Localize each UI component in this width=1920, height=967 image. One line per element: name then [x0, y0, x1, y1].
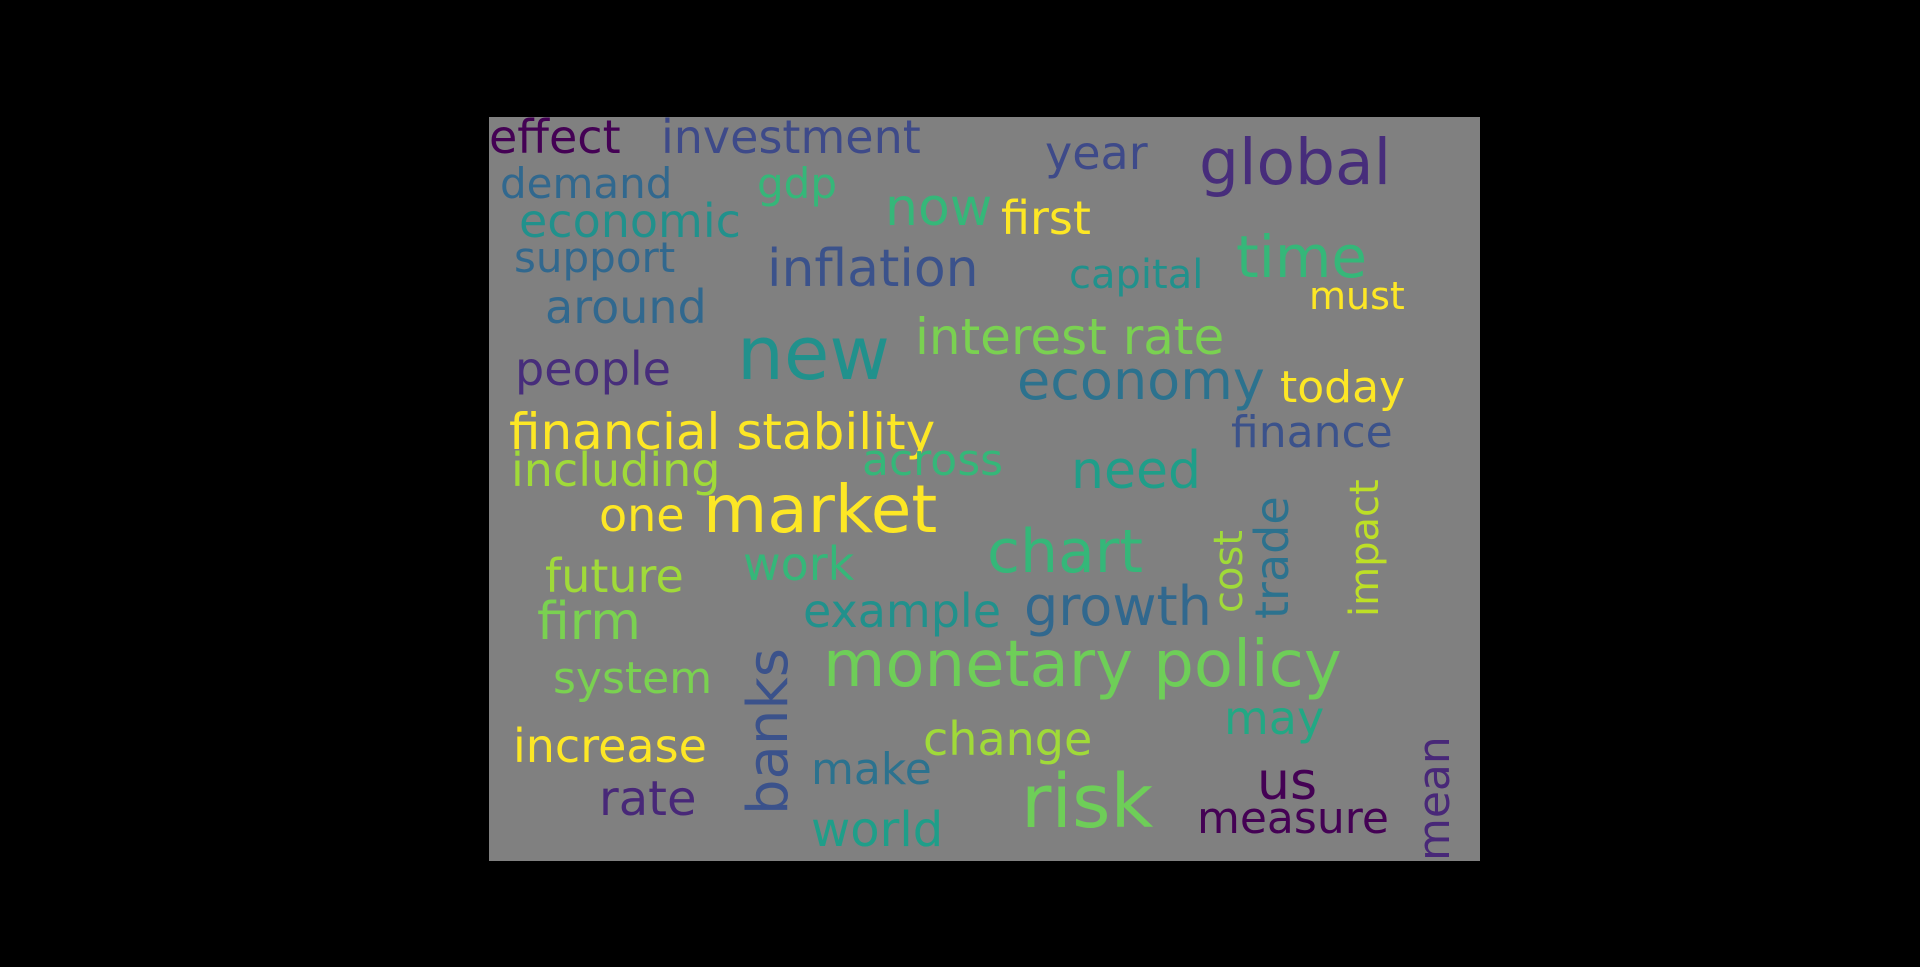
word-now: now — [885, 178, 993, 238]
word-chart: chart — [987, 517, 1143, 587]
word-year: year — [1045, 126, 1148, 180]
word-system: system — [553, 653, 713, 704]
word-growth: growth — [1024, 575, 1212, 638]
word-capital: capital — [1069, 252, 1204, 298]
word-may: may — [1224, 691, 1325, 745]
word-banks-vertical: banks — [736, 648, 801, 815]
word-need: need — [1071, 441, 1201, 501]
word-cloud: effect investment year global system dem… — [489, 117, 1480, 861]
word-effect: effect — [489, 117, 621, 164]
word-future: future — [545, 549, 684, 603]
word-us: us — [1257, 752, 1318, 812]
word-one: one — [599, 488, 685, 542]
word-firm: firm — [537, 592, 641, 652]
word-gdp: gdp — [757, 159, 837, 208]
word-measure: measure — [1197, 793, 1389, 844]
word-global: global — [1199, 126, 1392, 199]
word-risk: risk — [1021, 759, 1154, 845]
word-work: work — [743, 537, 855, 591]
word-demand: demand — [500, 159, 673, 208]
word-inflation: inflation — [767, 239, 979, 299]
word-impact-vertical: impact — [1342, 479, 1388, 617]
word-including: including — [511, 443, 721, 497]
word-trade-vertical: trade — [1245, 496, 1299, 619]
word-economic: economic — [519, 194, 741, 248]
word-must: must — [1309, 274, 1405, 318]
word-mean-vertical: mean — [1409, 736, 1460, 861]
word-make: make — [811, 744, 932, 795]
word-finance: finance — [1231, 407, 1393, 458]
word-across: across — [862, 435, 1004, 486]
word-example: example — [803, 584, 1001, 638]
word-support: support — [514, 233, 676, 282]
word-rate: rate — [599, 771, 697, 827]
word-today: today — [1280, 362, 1406, 413]
word-monetary-policy: monetary policy — [823, 628, 1342, 702]
word-market: market — [703, 471, 938, 548]
word-world: world — [811, 802, 944, 858]
word-change: change — [923, 712, 1093, 766]
word-time: time — [1236, 223, 1368, 291]
word-increase: increase — [513, 719, 707, 773]
word-economy: economy — [1017, 349, 1265, 412]
word-investment: investment — [661, 117, 921, 164]
word-around: around — [545, 280, 707, 334]
word-people: people — [515, 342, 671, 396]
word-first: first — [1001, 191, 1091, 245]
word-new: new — [737, 311, 890, 397]
word-interest-rate: interest rate — [915, 308, 1225, 366]
word-cost-vertical: cost — [1206, 530, 1252, 613]
word-financial-stability: financial stability — [509, 403, 936, 461]
